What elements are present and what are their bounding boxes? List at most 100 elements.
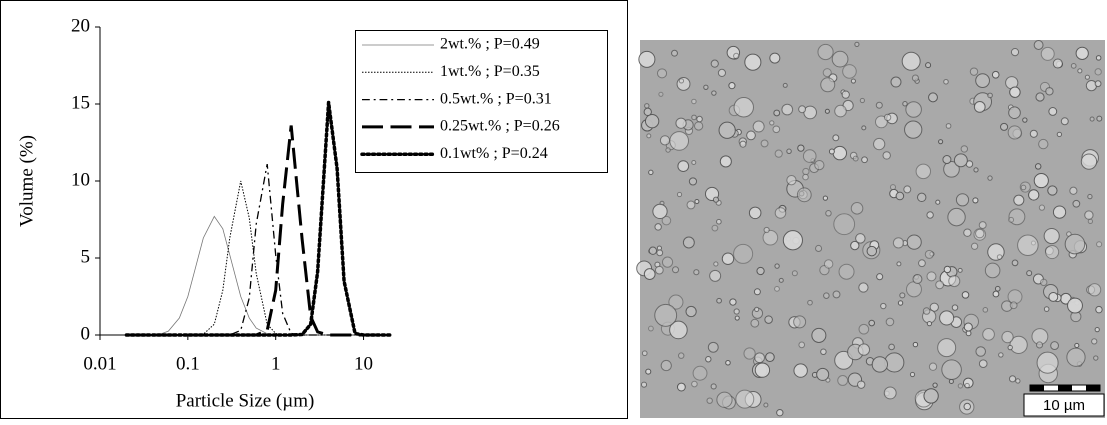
particle [948,378,954,384]
particle [694,199,700,205]
particle [678,78,685,84]
particle [668,294,684,310]
particle [772,125,781,134]
particle [1072,199,1081,208]
particle [647,325,654,332]
particle [762,229,779,246]
scale-label: 10 µm [1043,397,1085,414]
particle [820,348,827,356]
particle [654,303,678,327]
particle [791,270,798,277]
particle [1001,330,1014,344]
particle [656,249,664,257]
particle [929,302,939,312]
particle [850,240,860,251]
legend-box [355,30,608,173]
particle [883,386,897,400]
particle [1084,74,1090,80]
particle [716,218,722,225]
particle [817,43,834,61]
particle [1007,125,1022,140]
particle [926,321,933,327]
particle [752,120,765,133]
particle [824,108,830,114]
particle [686,200,696,210]
particle [1084,210,1094,220]
particle [1028,189,1040,201]
particle [721,252,735,265]
legend-label: 0.5wt.% ; P=0.31 [440,90,552,107]
particle [728,82,736,90]
particle [970,242,979,250]
particle [729,298,737,306]
particle [748,206,762,220]
particle [776,409,784,417]
particle [871,356,889,373]
particle [797,144,805,152]
particle [857,380,866,389]
particle [901,51,921,71]
particle [643,107,652,117]
particle [1035,92,1045,102]
particle [963,228,972,237]
particle [831,50,849,68]
particle [852,155,859,162]
particle [640,381,648,388]
particle [897,300,904,306]
particle [941,359,962,380]
particle [1026,270,1033,277]
particle [820,77,836,93]
particle [1009,86,1021,98]
particle [957,267,963,273]
particle [945,123,952,129]
particle [1075,46,1089,60]
particle [710,383,717,390]
particle [796,187,812,203]
particle [833,213,856,236]
particle [1033,173,1049,189]
particle [765,352,775,362]
particle [1008,375,1017,383]
particle [691,380,698,388]
legend-label: 0.1wt% ; P=0.24 [440,145,548,162]
particle [802,173,809,181]
particle [691,98,697,105]
particle [733,243,754,264]
particle [718,121,736,139]
particle [875,101,883,109]
particle [774,285,780,292]
particle [903,185,912,194]
particle [937,338,957,358]
particle [1052,205,1067,219]
particle [648,169,654,176]
particle [823,259,834,269]
particle [648,246,658,255]
particle [706,397,713,404]
particle [1038,204,1046,211]
particle [909,371,916,378]
particle [832,290,841,299]
particle [943,160,960,178]
particle [963,402,972,411]
particle [935,199,941,205]
particle [793,363,808,378]
particle [922,307,931,315]
particle [1048,292,1059,302]
particle [802,149,817,163]
particle [876,273,884,281]
particle [661,215,672,226]
particle [716,297,722,304]
y-tick-label: 15 [71,92,90,113]
particle [710,59,719,68]
particle [786,175,797,186]
particle [676,382,686,392]
particle [932,382,938,388]
particle [782,230,803,251]
particle [957,383,964,389]
particle [661,256,674,268]
particle [719,155,732,168]
particle [924,249,934,259]
particle [972,197,979,204]
particle [858,282,869,293]
particle [978,221,987,230]
